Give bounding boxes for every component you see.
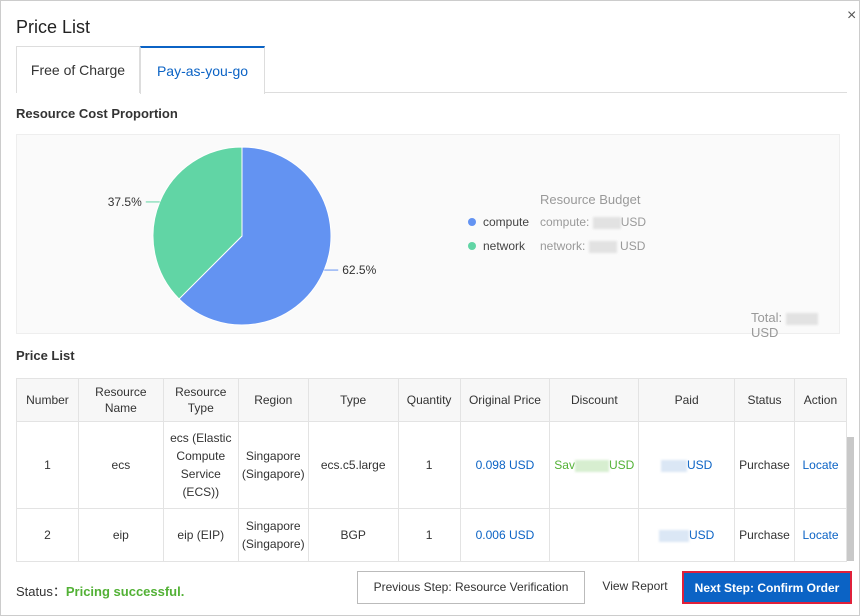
cell-status: Purchase	[734, 421, 795, 509]
redacted-value	[785, 312, 818, 325]
budget-network: network: USD	[540, 239, 645, 253]
cell-quantity: 1	[397, 508, 461, 562]
status-value: Pricing successful.	[65, 584, 185, 599]
cell-discount	[549, 508, 640, 562]
legend-label: compute	[483, 215, 530, 229]
discount-prefix: Sav	[554, 458, 575, 472]
paid-unit: USD	[688, 528, 715, 542]
legend-item-compute[interactable]: compute	[468, 215, 529, 229]
budget-compute: compute: USD	[540, 215, 646, 229]
cell-number: 2	[16, 508, 79, 562]
header-paid: Paid	[638, 378, 735, 422]
cell-name: ecs	[77, 421, 164, 509]
cell-type: ecs.c5.large	[307, 421, 399, 509]
cell-original-price[interactable]: 0.006 USD	[459, 508, 551, 562]
unit: USD	[620, 239, 646, 253]
header-action: Action	[793, 378, 848, 422]
cell-paid[interactable]: USD	[638, 421, 735, 509]
cell-discount: Sav USD	[549, 421, 640, 509]
tab-free-of-charge[interactable]: Free of Charge	[16, 46, 140, 93]
next-step-confirm-order-button[interactable]: Next Step: Confirm Order	[682, 571, 852, 604]
dialog-title: Price List	[16, 17, 91, 37]
header-resource-name: Resource Name	[77, 378, 164, 422]
pie-label-compute: 62.5%	[342, 263, 376, 277]
table-header-row: Number Resource Name Resource Type Regio…	[16, 378, 848, 422]
header-region: Region	[237, 378, 309, 422]
budget-title: Resource Budget	[540, 192, 641, 207]
label: network:	[540, 239, 586, 253]
legend-item-network[interactable]: network	[468, 239, 525, 253]
locate-link[interactable]: Locate	[793, 508, 848, 562]
table-scrollbar[interactable]	[847, 437, 854, 561]
header-discount: Discount	[549, 378, 640, 422]
redacted-value	[660, 459, 687, 472]
legend-dot-compute	[468, 218, 476, 226]
header-type: Type	[307, 378, 399, 422]
tab-bar: Free of Charge Pay-as-you-go	[16, 46, 847, 94]
cell-type: BGP	[307, 508, 399, 562]
cell-quantity: 1	[397, 421, 461, 509]
close-icon[interactable]: ×	[847, 7, 857, 24]
cell-name: eip	[77, 508, 164, 562]
header-resource-type: Resource Type	[162, 378, 239, 422]
chart-panel: 62.5% 37.5% Resource Budget compute netwo…	[16, 134, 840, 340]
price-table: Number Resource Name Resource Type Regio…	[16, 378, 848, 562]
pie-slice-compute[interactable]	[178, 146, 332, 326]
pie-slice-network[interactable]	[152, 146, 243, 300]
header-number: Number	[16, 378, 79, 422]
cost-section-title: Resource Cost Proportion	[16, 106, 178, 121]
cell-paid[interactable]: USD	[638, 508, 735, 562]
cell-status: Purchase	[734, 508, 795, 562]
unit: USD	[620, 215, 647, 229]
redacted-value	[592, 216, 621, 229]
discount-unit: USD	[608, 458, 635, 472]
label: Total:	[751, 310, 783, 325]
cell-resource-type: eip (EIP)	[162, 508, 239, 562]
header-original-price: Original Price	[459, 378, 551, 422]
locate-link[interactable]: Locate	[793, 421, 848, 509]
header-status: Status	[734, 378, 795, 422]
header-quantity: Quantity	[397, 378, 461, 422]
redacted-value	[574, 459, 609, 472]
view-report-button[interactable]: View Report	[593, 571, 677, 604]
redacted-value	[588, 240, 617, 253]
cell-region: Singapore (Singapore)	[237, 508, 309, 562]
cell-region: Singapore (Singapore)	[237, 421, 309, 509]
legend-label: network	[483, 239, 526, 253]
cell-original-price[interactable]: 0.098 USD	[459, 421, 551, 509]
tab-pay-as-you-go[interactable]: Pay-as-you-go	[140, 46, 265, 94]
redacted-value	[658, 529, 689, 542]
previous-step-button[interactable]: Previous Step: Resource Verification	[357, 571, 585, 604]
pie-label-network: 37.5%	[108, 195, 142, 209]
price-section-title: Price List	[16, 348, 75, 363]
budget-total: Total: USD	[751, 310, 839, 340]
pie-chart: 62.5% 37.5%	[108, 146, 377, 326]
unit: USD	[751, 325, 779, 340]
paid-unit: USD	[686, 458, 713, 472]
label: compute:	[540, 215, 590, 229]
cell-number: 1	[16, 421, 79, 509]
table-row: 2 eip eip (EIP) Singapore (Singapore) BG…	[16, 508, 848, 562]
status-line: Status：Pricing successful.	[16, 581, 184, 600]
cell-resource-type: ecs (Elastic Compute Service (ECS))	[162, 421, 239, 509]
status-label: Status：	[16, 584, 66, 599]
legend-dot-network	[468, 242, 476, 250]
table-row: 1 ecs ecs (Elastic Compute Service (ECS)…	[16, 421, 848, 509]
